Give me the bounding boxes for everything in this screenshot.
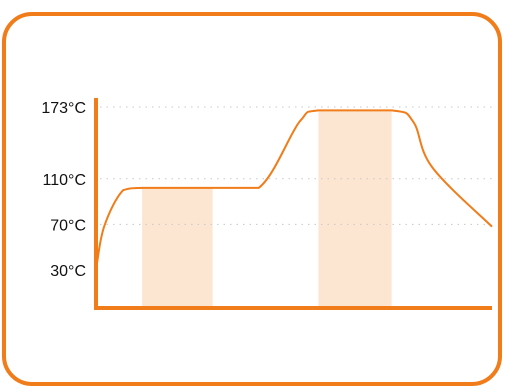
gridlines	[100, 106, 492, 225]
y-tick-label-110: 110°C	[43, 172, 86, 189]
shaded-region-1	[142, 187, 213, 308]
y-tick-label-70: 70°C	[50, 217, 86, 234]
y-tick-labels: 30°C 70°C 110°C 173°C	[41, 100, 86, 280]
series-line	[95, 109, 493, 271]
shaded-region-2	[318, 110, 392, 308]
card-border	[2, 12, 502, 386]
y-tick-label-30: 30°C	[50, 263, 86, 280]
shaded-regions	[142, 110, 392, 308]
y-tick-label-173: 173°C	[41, 100, 86, 117]
